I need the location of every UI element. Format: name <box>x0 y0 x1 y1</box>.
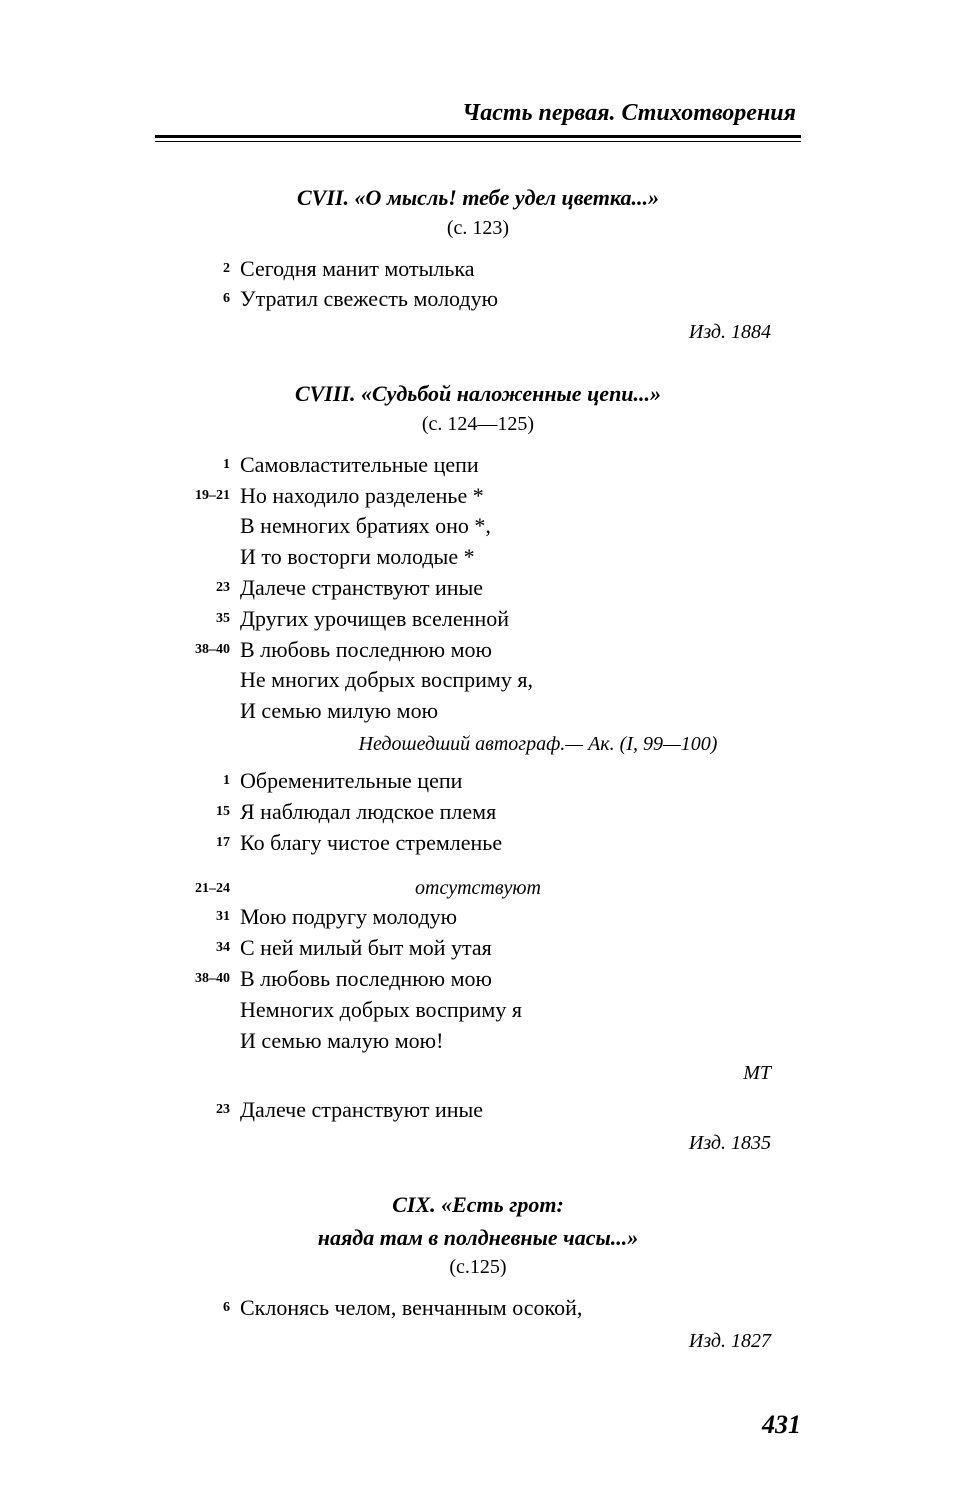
line-number: 17 <box>155 828 240 859</box>
line-text: Я наблюдал людское племя <box>240 797 801 828</box>
variant-line: 23 Далече странствуют иные <box>155 573 801 604</box>
line-text: Далече странствуют иные <box>240 1095 801 1126</box>
line-number <box>155 995 240 1026</box>
line-text: В немногих братиях оно *, <box>240 511 801 542</box>
absent-text: отсутствуют <box>240 874 801 902</box>
line-text: Немногих добрых восприму я <box>240 995 801 1026</box>
line-text: Сегодня манит мотылька <box>240 254 801 285</box>
line-text: И семью малую мою! <box>240 1026 801 1057</box>
variant-line: И семью милую мою <box>155 696 801 727</box>
line-number: 34 <box>155 933 240 964</box>
line-text: Не многих добрых восприму я, <box>240 665 801 696</box>
variant-line: 34 С ней милый быт мой утая <box>155 933 801 964</box>
variant-line: 1 Самовластительные цепи <box>155 450 801 481</box>
variant-block: 21–24 отсутствуют 31 Мою подругу молодую… <box>155 874 801 1085</box>
variant-line: 1 Обременительные цепи <box>155 766 801 797</box>
line-number: 1 <box>155 766 240 797</box>
line-number: 23 <box>155 573 240 604</box>
line-number: 23 <box>155 1095 240 1126</box>
line-text: С ней милый быт мой утая <box>240 933 801 964</box>
line-number: 6 <box>155 284 240 315</box>
line-text: Обременительные цепи <box>240 766 801 797</box>
line-number: 1 <box>155 450 240 481</box>
variant-block: 1 Самовластительные цепи 19–21 Но находи… <box>155 450 801 756</box>
line-text: В любовь последнюю мою <box>240 964 801 995</box>
source-label: Изд. 1827 <box>155 1330 801 1353</box>
line-text: Самовластительные цепи <box>240 450 801 481</box>
variant-line: 31 Мою подругу молодую <box>155 902 801 933</box>
section-cix: CIX. «Есть грот: наяда там в полдневные … <box>155 1191 801 1353</box>
source-label: Изд. 1884 <box>155 321 801 344</box>
section-cvii: CVII. «О мысль! тебе удел цветка...» (с.… <box>155 184 801 344</box>
variant-block: 2 Сегодня манит мотылька 6 Утратил свеже… <box>155 254 801 345</box>
line-number: 31 <box>155 902 240 933</box>
variant-line: Немногих добрых восприму я <box>155 995 801 1026</box>
section-title-cviii: CVIII. «Судьбой наложенные цепи...» <box>155 380 801 409</box>
line-number <box>155 1026 240 1057</box>
line-number: 38–40 <box>155 964 240 995</box>
line-text: Утратил свежесть молодую <box>240 284 801 315</box>
source-label: Изд. 1835 <box>155 1132 801 1155</box>
source-label: Недошедший автограф.— Ак. (I, 99—100) <box>155 733 801 756</box>
double-rule <box>155 135 801 142</box>
line-number: 6 <box>155 1293 240 1324</box>
line-text: Далече странствуют иные <box>240 573 801 604</box>
absent-line: 21–24 отсутствуют <box>155 874 801 902</box>
line-number <box>155 511 240 542</box>
line-text: И то восторги молодые * <box>240 542 801 573</box>
variant-line: Не многих добрых восприму я, <box>155 665 801 696</box>
line-text: Ко благу чистое стремленье <box>240 828 801 859</box>
variant-line: И семью малую мою! <box>155 1026 801 1057</box>
section-title-cix-line2: наяда там в полдневные часы...» <box>155 1224 801 1253</box>
line-number: 2 <box>155 254 240 285</box>
variant-block: 23 Далече странствуют иные Изд. 1835 <box>155 1095 801 1155</box>
page-ref-cvii: (с. 123) <box>155 217 801 240</box>
source-label: МТ <box>155 1062 801 1085</box>
variant-line: 15 Я наблюдал людское племя <box>155 797 801 828</box>
variant-line: 23 Далече странствуют иные <box>155 1095 801 1126</box>
section-title-cvii: CVII. «О мысль! тебе удел цветка...» <box>155 184 801 213</box>
variant-line: В немногих братиях оно *, <box>155 511 801 542</box>
variant-line: 35 Других урочищев вселенной <box>155 604 801 635</box>
section-cviii: CVIII. «Судьбой наложенные цепи...» (с. … <box>155 380 801 1155</box>
line-text: И семью милую мою <box>240 696 801 727</box>
variant-line: 2 Сегодня манит мотылька <box>155 254 801 285</box>
line-number: 15 <box>155 797 240 828</box>
page-number: 431 <box>762 1410 801 1440</box>
variant-line: 6 Утратил свежесть молодую <box>155 284 801 315</box>
line-number: 35 <box>155 604 240 635</box>
page-ref-cix: (с.125) <box>155 1256 801 1279</box>
line-number <box>155 696 240 727</box>
line-number: 19–21 <box>155 481 240 512</box>
variant-block: 1 Обременительные цепи 15 Я наблюдал люд… <box>155 766 801 858</box>
variant-line: 19–21 Но находило разделенье * <box>155 481 801 512</box>
variant-line: 38–40 В любовь последнюю мою <box>155 635 801 666</box>
section-title-cix-line1: CIX. «Есть грот: <box>155 1191 801 1220</box>
line-text: Склонясь челом, венчанным осокой, <box>240 1293 801 1324</box>
line-number <box>155 542 240 573</box>
variant-line: 17 Ко благу чистое стремленье <box>155 828 801 859</box>
line-text: В любовь последнюю мою <box>240 635 801 666</box>
line-number <box>155 665 240 696</box>
variant-line: 6 Склонясь челом, венчанным осокой, <box>155 1293 801 1324</box>
line-number: 21–24 <box>155 874 240 902</box>
page-ref-cviii: (с. 124—125) <box>155 413 801 436</box>
variant-line: 38–40 В любовь последнюю мою <box>155 964 801 995</box>
line-number: 38–40 <box>155 635 240 666</box>
running-header: Часть первая. Стихотворения <box>155 100 801 127</box>
variant-line: И то восторги молодые * <box>155 542 801 573</box>
variant-block: 6 Склонясь челом, венчанным осокой, Изд.… <box>155 1293 801 1353</box>
line-text: Но находило разделенье * <box>240 481 801 512</box>
line-text: Других урочищев вселенной <box>240 604 801 635</box>
line-text: Мою подругу молодую <box>240 902 801 933</box>
